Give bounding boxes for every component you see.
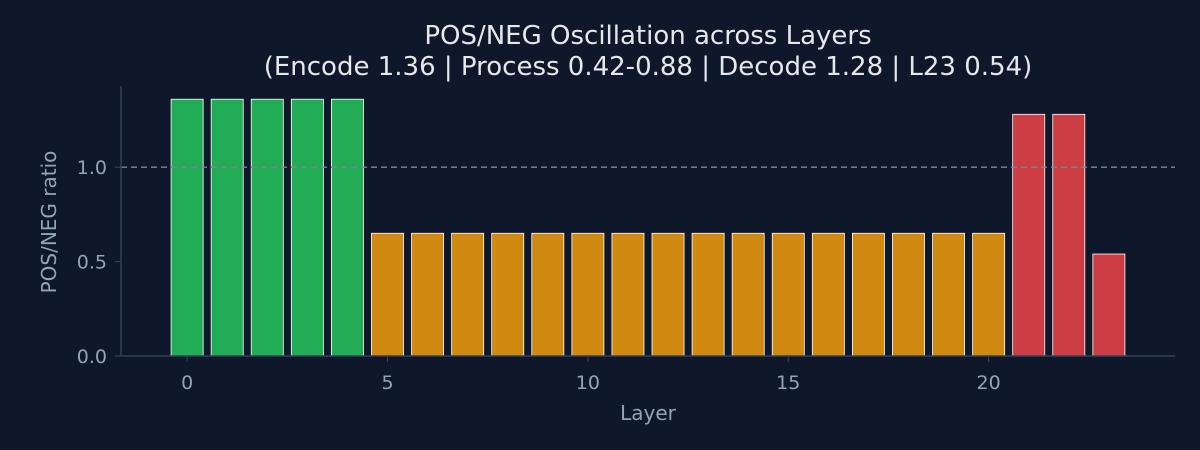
y-tick-label: 0.5 <box>77 252 107 274</box>
x-axis-label: Layer <box>620 401 677 425</box>
bar-layer-20 <box>972 232 1006 357</box>
x-tick-label: 0 <box>181 372 193 394</box>
bar-layer-3 <box>290 98 324 357</box>
x-tick-label: 20 <box>977 372 1001 394</box>
x-ticks-group: 0 5 10 15 20 <box>181 356 1001 394</box>
bar-layer-1 <box>210 98 244 357</box>
bar-layer-16 <box>811 232 845 357</box>
bar-layer-15 <box>771 232 805 357</box>
y-tick-label: 1.0 <box>77 157 107 179</box>
bar-layer-9 <box>531 232 565 357</box>
x-tick-label: 10 <box>576 372 600 394</box>
y-axis-label: POS/NEG ratio <box>37 151 61 294</box>
chart-title: POS/NEG Oscillation across Layers <box>424 21 871 51</box>
axes-group <box>120 86 1175 357</box>
bar-layer-8 <box>491 232 525 357</box>
bar-layer-5 <box>371 232 404 357</box>
bar-layer-11 <box>611 232 645 357</box>
y-ticks-group: 0.0 0.5 1.0 <box>77 157 121 368</box>
y-tick-label: 0.0 <box>77 346 107 368</box>
bar-layer-13 <box>691 232 725 357</box>
bar-layer-10 <box>571 232 605 357</box>
chart-subtitle: (Encode 1.36 | Process 0.42-0.88 | Decod… <box>264 52 1033 82</box>
bar-layer-14 <box>731 232 765 357</box>
bar-layer-4 <box>330 98 364 357</box>
bar-layer-2 <box>250 98 284 357</box>
bar-layer-6 <box>411 232 445 357</box>
bar-layer-12 <box>651 232 685 357</box>
bar-layer-19 <box>932 232 965 357</box>
bar-layer-7 <box>451 232 485 357</box>
bar-layer-0 <box>170 98 204 357</box>
bar-layer-23 <box>1092 253 1126 357</box>
bar-layer-22 <box>1052 113 1086 357</box>
bar-layer-17 <box>851 232 885 357</box>
x-tick-label: 5 <box>381 372 393 394</box>
bar-layer-18 <box>892 232 925 357</box>
x-tick-label: 15 <box>776 372 800 394</box>
bars-group <box>170 98 1126 357</box>
bar-layer-21 <box>1012 113 1046 357</box>
